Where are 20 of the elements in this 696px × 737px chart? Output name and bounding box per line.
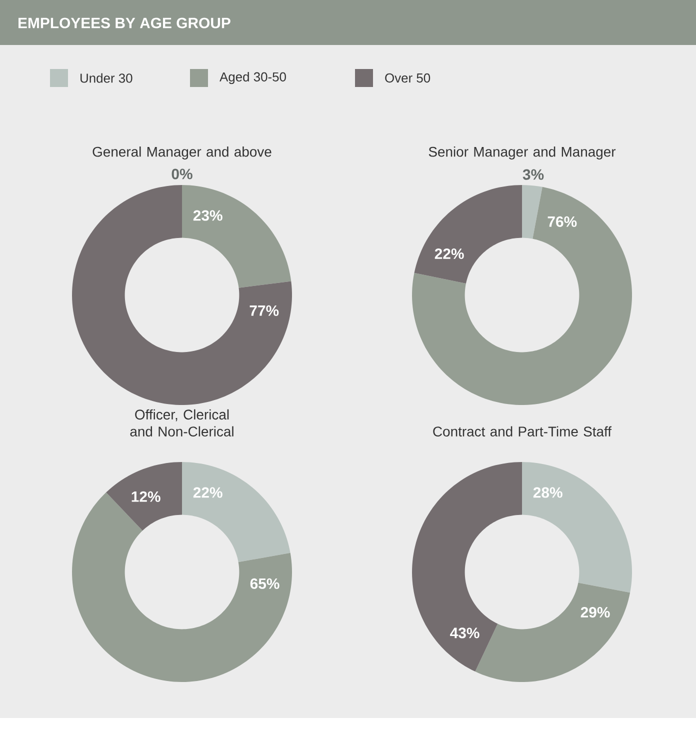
data-label: 29% [580, 606, 610, 618]
data-label: 22% [434, 248, 464, 259]
legend-label: Under 30 [80, 73, 132, 83]
data-label: 65% [250, 578, 280, 589]
data-label: 76% [548, 216, 577, 227]
data-label: 77% [250, 305, 279, 316]
legend-label: Aged 30-50 [220, 72, 286, 84]
data-label: 22% [193, 487, 222, 498]
data-label: 3% [522, 169, 544, 180]
chart-subtitle: Contract and Part-Time Staff [433, 426, 612, 437]
data-label: 23% [193, 210, 222, 221]
chart-subtitle: Officer, Clerical and Non-Clerical [130, 409, 234, 437]
text: 0% [172, 168, 192, 180]
chart-title: EMPLOYEES BY AGE GROUP [18, 18, 230, 28]
chart-subtitle: Senior Manager and Manager [428, 146, 616, 160]
data-label: 43% [450, 628, 480, 638]
legend-label: Over 50 [385, 73, 430, 83]
data-label: 28% [533, 487, 562, 498]
data-label: 12% [132, 491, 160, 502]
text: General Manager and above [92, 146, 272, 160]
